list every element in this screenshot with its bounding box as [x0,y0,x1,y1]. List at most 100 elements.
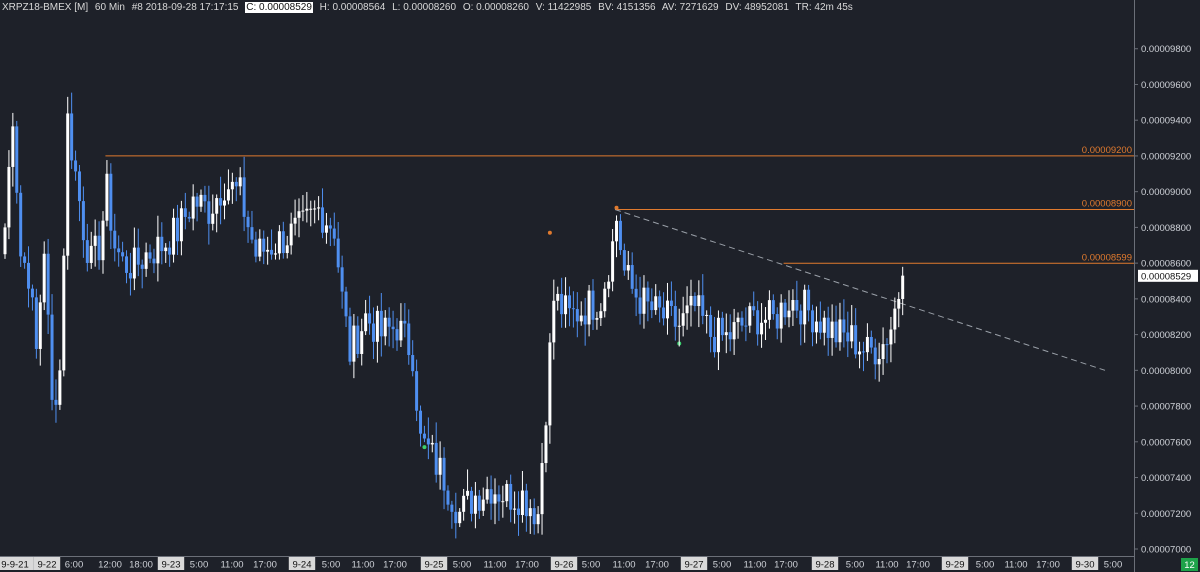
candle-body [371,323,375,342]
candle [395,318,399,351]
candle-body [701,295,705,316]
candle [179,200,183,256]
candle [665,282,669,335]
candle-body [128,272,132,279]
candle [266,236,270,265]
candle-body [881,344,885,360]
candle [66,96,70,270]
candle [611,229,615,292]
x-tick-label: 9-23 [161,560,180,571]
candle-body [736,317,740,323]
candle [19,185,23,267]
candle-body [630,265,634,289]
candle-body [756,310,760,335]
candle [273,243,277,260]
candle [811,304,815,347]
candle-body [62,255,66,371]
candle-body [458,511,462,524]
candle-body [183,208,187,217]
candle [195,192,199,222]
candle [838,302,842,351]
candle-body [638,297,642,314]
candle-body [121,252,125,257]
candle [591,279,595,331]
x-tick-label: 5:00 [190,560,209,571]
candle-body [70,113,74,161]
candle [352,313,356,379]
candle-body [230,181,234,190]
candle-body [66,113,70,256]
candle [767,290,771,329]
candle [113,213,117,262]
candle-body [258,238,262,257]
candle [826,306,830,356]
candle-body [3,227,7,255]
candle-body [336,238,340,268]
candle [285,235,289,259]
y-tick-label: 0.00007400 [1141,473,1191,484]
candle-body [650,301,654,311]
candle [877,342,881,382]
candle-body [477,495,481,511]
candle [501,485,505,518]
candle [454,492,458,539]
candle [858,341,862,369]
x-tick-label: 6:00 [65,560,84,571]
candle-body [571,308,575,310]
candle [399,303,403,348]
candle [885,338,889,364]
candle [242,156,246,232]
candle [865,323,869,361]
candle [219,176,223,225]
y-tick-label: 0.00009600 [1141,80,1191,91]
candle [901,266,905,316]
candle-body [442,457,446,491]
candle-body [807,289,811,311]
candle [760,303,764,348]
candle [807,284,811,322]
x-tick-label: 17:00 [253,560,277,571]
candle [419,405,423,447]
candle [313,200,317,224]
candle-body [117,248,121,253]
candle-body [528,508,532,517]
candle-body [513,508,517,510]
candle [756,301,760,346]
candle [97,221,101,270]
candle [485,476,489,504]
candle-body [724,332,728,336]
candle [246,210,250,243]
candle-body [144,252,148,269]
candle-body [164,247,168,252]
tr-readout: TR: 42m 45s [795,2,853,13]
x-date-box [157,557,185,570]
candle [23,252,27,269]
level-label-2: 0.00008900 [1082,199,1132,210]
candle [305,191,309,223]
candle-body [803,289,807,325]
candle [481,487,485,517]
bar-info: #8 2018-09-28 17:17:15 [131,2,239,13]
x-tick-label: 11:00 [1004,560,1027,571]
candle-body [728,332,732,340]
candle-body [50,314,54,400]
candle [34,288,38,359]
candle [121,241,125,262]
candle [175,204,179,255]
candle-body [834,321,838,343]
candle [93,219,97,267]
trend-line [614,209,1106,371]
candle-body [250,227,254,240]
candle-body [175,217,179,242]
candle [62,248,66,377]
candle [791,289,795,326]
candle [148,244,152,264]
low-readout: L: 0.00008260 [392,2,457,13]
candle-body [340,267,344,292]
candle [740,311,744,332]
candle-body [407,323,411,356]
x-date-box [420,557,448,570]
candle [152,248,156,274]
candle [685,286,689,330]
